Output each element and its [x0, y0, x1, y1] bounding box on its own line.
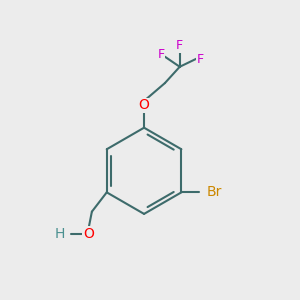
Text: O: O — [83, 227, 94, 241]
Text: O: O — [139, 98, 149, 112]
Text: F: F — [196, 53, 203, 66]
Text: Br: Br — [207, 185, 222, 200]
Text: H: H — [55, 227, 65, 241]
Text: F: F — [176, 39, 183, 52]
Text: F: F — [158, 48, 165, 62]
